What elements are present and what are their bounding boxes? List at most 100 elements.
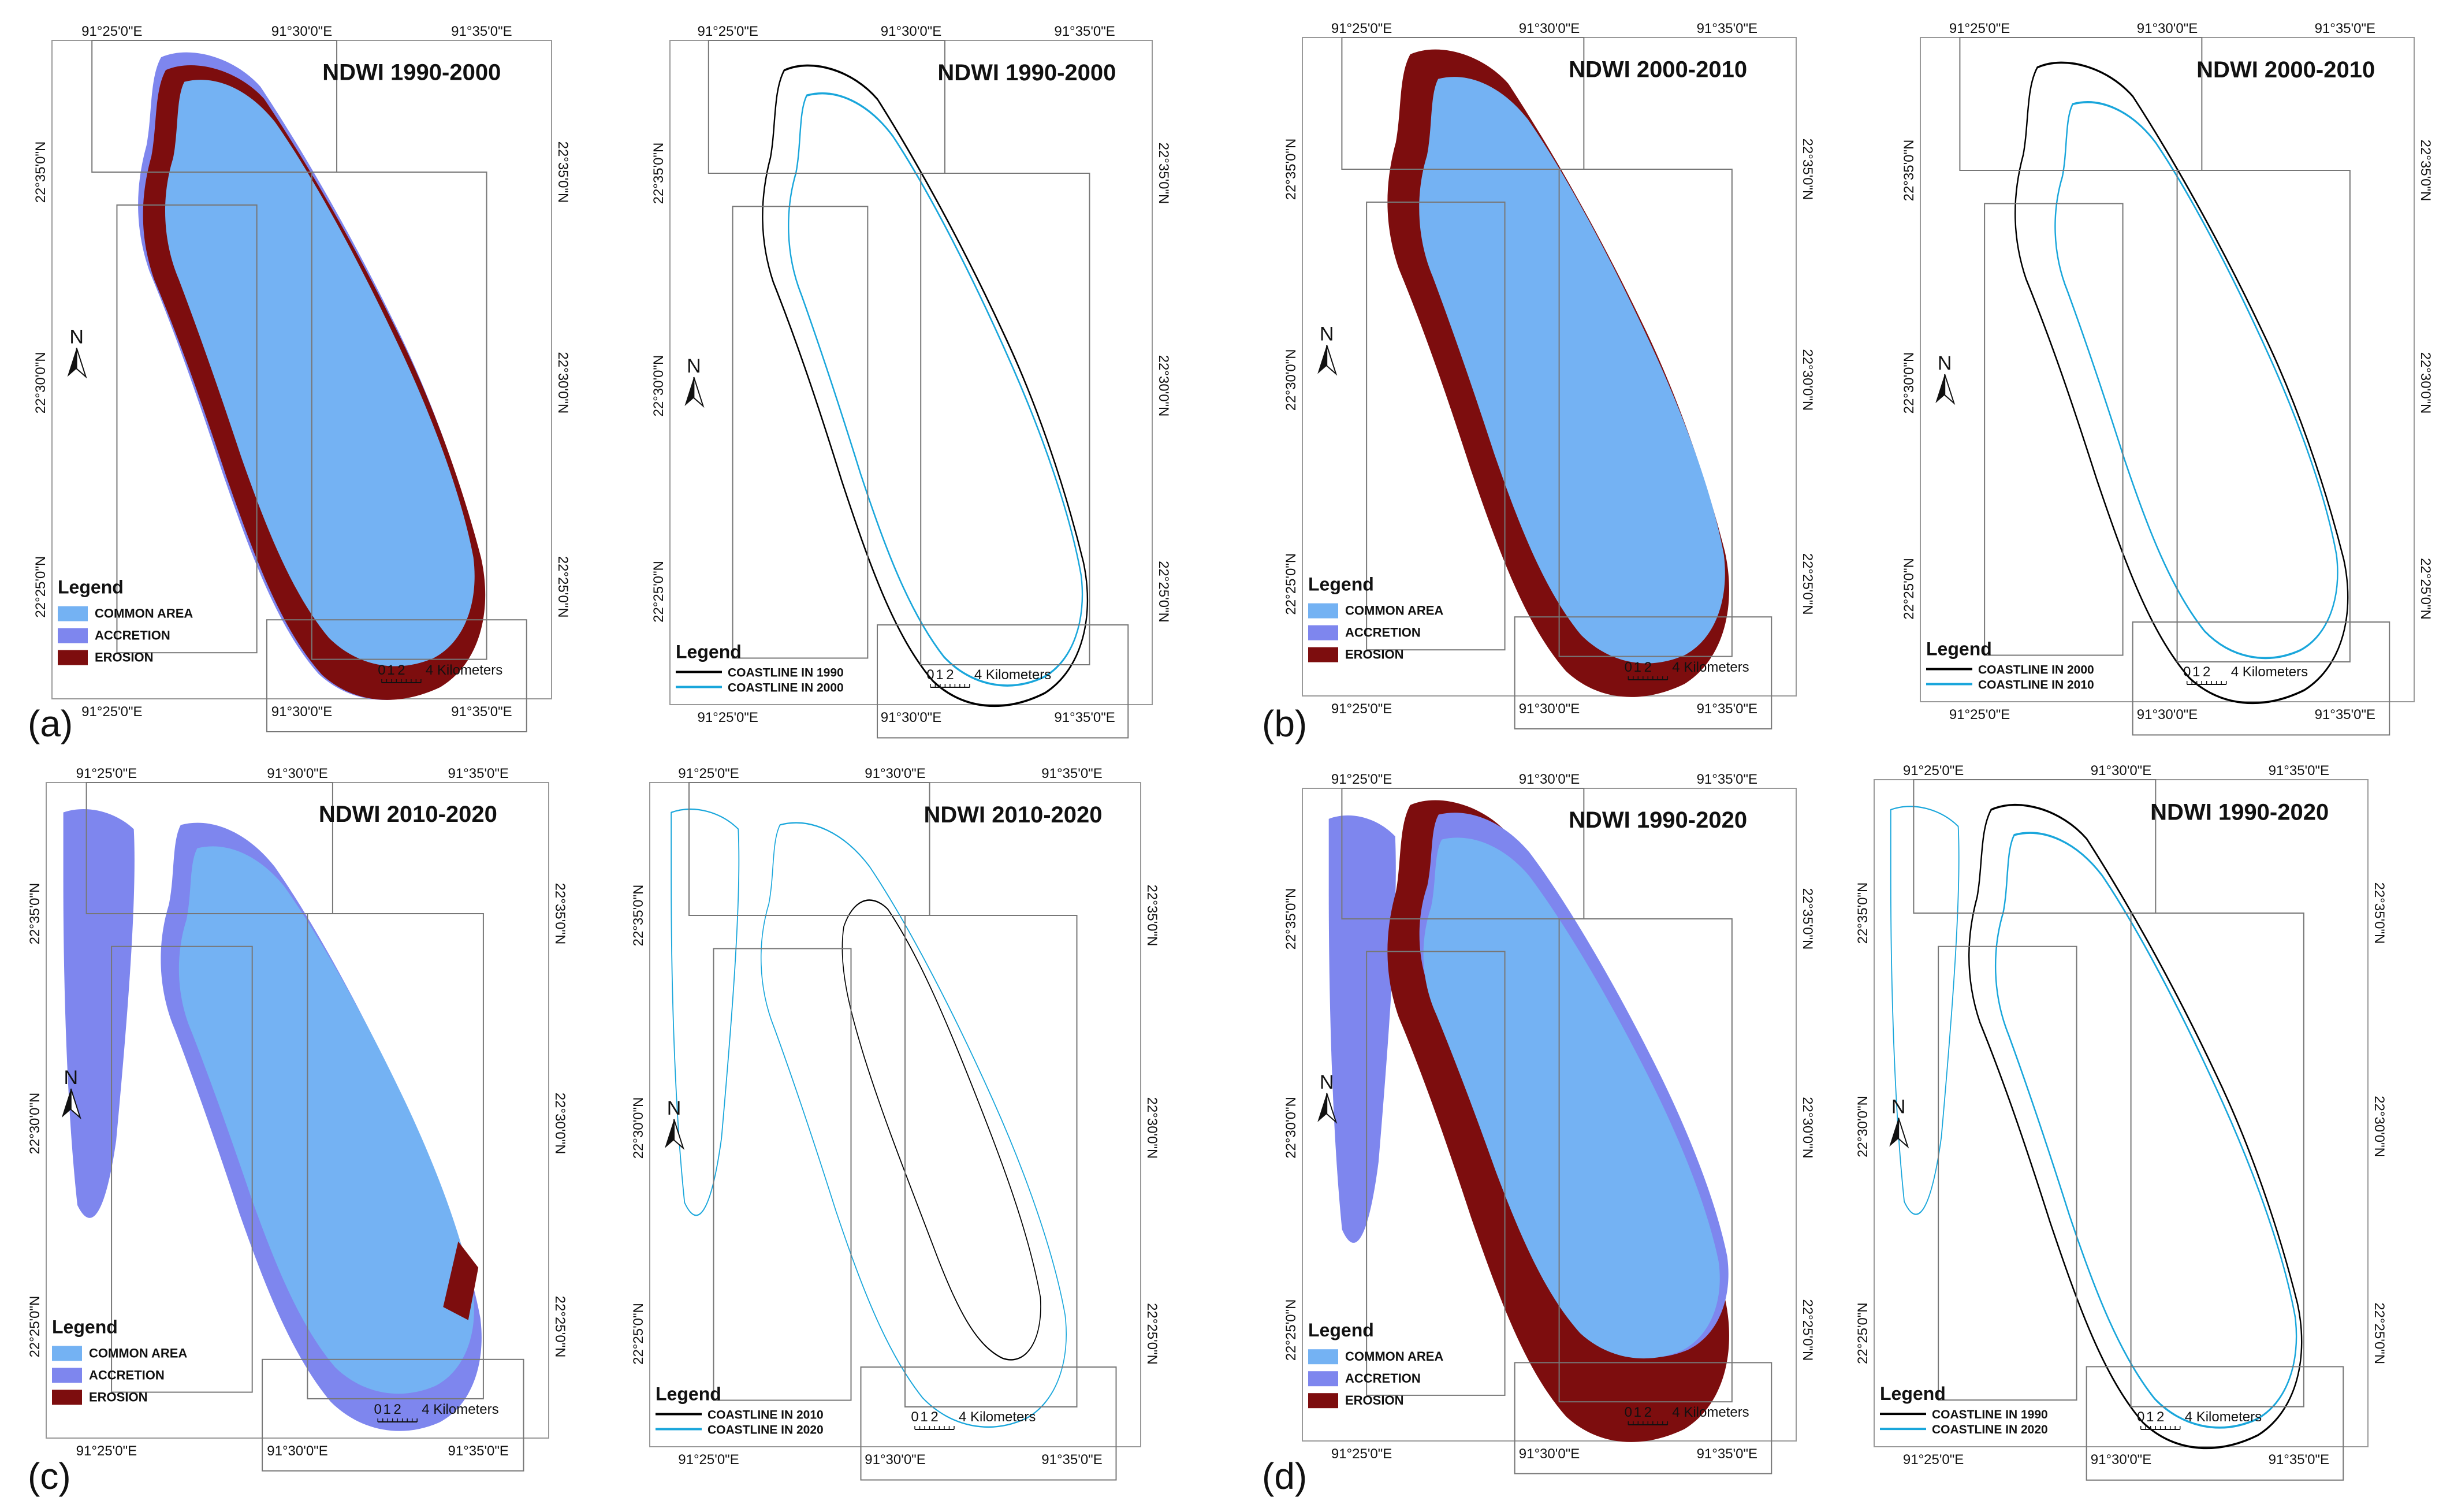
lat-tick-right: 22°35'0"N: [1144, 885, 1160, 947]
map-title: NDWI 1990-2000: [937, 60, 1116, 85]
legend-label: COASTLINE IN 2000: [728, 681, 844, 695]
lat-tick-left: 22°35'0"N: [1901, 140, 1917, 202]
lat-tick-right: 22°30'0"N: [1156, 355, 1171, 417]
inset-box: [1959, 37, 2203, 171]
inset-box: [920, 173, 1090, 665]
lon-tick-bottom: 91°25'0"E: [81, 704, 142, 720]
scale-label: 2: [2157, 1409, 2164, 1425]
legend-swatch: [1308, 1393, 1338, 1409]
erosion-area: [443, 1241, 479, 1320]
lon-tick-top: 91°25'0"E: [81, 24, 142, 39]
scale-label-km: 4 Kilometers: [1672, 660, 1749, 675]
scale-label: 0: [2137, 1409, 2144, 1425]
lat-tick-left: 22°30'0"N: [33, 352, 49, 414]
scale-label: 2: [930, 1409, 938, 1425]
lon-tick-bottom: 91°35'0"E: [1697, 1446, 1757, 1462]
north-arrow-icon: [76, 348, 87, 379]
inset-box: [1558, 918, 1733, 1403]
scale-label: 1: [383, 1402, 391, 1417]
legend-swatch: [1308, 647, 1338, 662]
legend-label: ACCRETION: [1345, 625, 1421, 640]
coastline-old: [762, 64, 1089, 707]
scale-label: 2: [394, 1402, 401, 1417]
north-arrow-icon: [61, 1089, 71, 1118]
north-arrow-icon: [1317, 1093, 1327, 1122]
lon-tick-top: 91°25'0"E: [1331, 772, 1392, 787]
north-letter: N: [1938, 352, 1952, 374]
lat-tick-right: 22°25'0"N: [555, 556, 571, 618]
north-arrow-icon: [684, 377, 694, 406]
lat-tick-left: 22°25'0"N: [651, 561, 666, 623]
inset-box: [2132, 621, 2390, 736]
scale-label: 0: [911, 1409, 918, 1425]
scale-label: 1: [2146, 1409, 2154, 1425]
lon-tick-bottom: 91°30'0"E: [865, 1452, 925, 1468]
area-map: 91°25'0"E 91°25'0"E 22°35'0"N 22°35'0"N 91°3…: [27, 766, 568, 1472]
lat-tick-left: 22°30'0"N: [1283, 349, 1299, 411]
legend-swatch: [52, 1346, 82, 1361]
inset-box: [307, 913, 484, 1399]
lat-tick-left: 22°30'0"N: [651, 355, 666, 417]
north-letter: N: [64, 1067, 79, 1089]
legend-swatch: [58, 628, 88, 643]
inset-box: [266, 619, 527, 732]
legend-title: Legend: [1308, 574, 1374, 595]
lon-tick-bottom: 91°35'0"E: [1697, 701, 1757, 717]
north-arrow-icon: [1935, 374, 1945, 403]
scale-label: 1: [920, 1409, 928, 1425]
map-title: NDWI 1990-2000: [322, 59, 501, 85]
legend-label: EROSION: [95, 650, 153, 665]
legend-label: COASTLINE IN 1990: [728, 666, 844, 680]
panel-label: (a): [28, 703, 73, 744]
accretion-area: [63, 809, 135, 1218]
lat-tick-left: 22°25'0"N: [1283, 553, 1299, 615]
north-arrow-icon: [1898, 1118, 1909, 1149]
scale-label: 0: [1625, 1405, 1632, 1420]
lon-tick-top: 91°25'0"E: [1949, 21, 2010, 36]
lon-tick-top: 91°30'0"E: [2137, 21, 2198, 36]
scale-label-km: 4 Kilometers: [974, 667, 1051, 683]
inset-box: [1558, 169, 1733, 657]
map-frame: [1874, 779, 2369, 1447]
lat-tick-right: 22°35'0"N: [555, 141, 571, 203]
coastline-old: [2014, 61, 2349, 705]
lat-tick-left: 22°25'0"N: [1855, 1302, 1871, 1364]
inset-box: [1913, 779, 2157, 914]
lat-tick-right: 22°25'0"N: [1800, 1299, 1815, 1361]
lat-tick-left: 22°35'0"N: [631, 885, 646, 947]
legend-swatch: [52, 1368, 82, 1383]
legend-swatch: [52, 1390, 82, 1405]
lat-tick-right: 22°30'0"N: [1800, 349, 1815, 411]
inset-box: [688, 782, 930, 916]
lat-tick-right: 22°25'0"N: [1156, 561, 1171, 623]
legend-title: Legend: [676, 642, 742, 662]
scale-label-km: 4 Kilometers: [959, 1409, 1036, 1425]
lat-tick-right: 22°25'0"N: [2371, 1302, 2387, 1364]
lat-tick-right: 22°25'0"N: [1800, 553, 1815, 615]
inset-box: [1366, 951, 1506, 1396]
north-arrow-icon: [67, 348, 77, 377]
lon-tick-bottom: 91°25'0"E: [1949, 707, 2010, 723]
inset-box: [85, 782, 333, 914]
scale-label: 2: [397, 662, 405, 678]
lat-tick-right: 22°35'0"N: [1156, 143, 1171, 204]
accretion-area: [1328, 815, 1396, 1243]
legend-title: Legend: [1880, 1383, 1946, 1404]
north-arrow-icon: [673, 1119, 685, 1150]
map-title: NDWI 1990-2020: [1569, 807, 1747, 833]
lat-tick-left: 22°25'0"N: [1283, 1299, 1299, 1361]
lon-tick-bottom: 91°30'0"E: [881, 710, 941, 725]
lon-tick-top: 91°35'0"E: [2269, 763, 2329, 779]
legend-label: COASTLINE IN 2020: [707, 1424, 824, 1437]
legend-label: ACCRETION: [89, 1368, 165, 1382]
north-arrow-icon: [1944, 374, 1956, 405]
scale-label: 1: [1634, 1405, 1641, 1420]
scale-label: 2: [1644, 1405, 1652, 1420]
lat-tick-left: 22°35'0"N: [27, 883, 43, 945]
inset-box: [1514, 1362, 1772, 1474]
north-arrow-icon: [665, 1119, 674, 1148]
lon-tick-top: 91°35'0"E: [1697, 21, 1757, 36]
scale-label: 2: [1644, 660, 1652, 675]
lon-tick-top: 91°30'0"E: [267, 766, 327, 781]
line-map: 91°25'0"E 91°25'0"E 22°35'0"N 22°35'0"N 91°3…: [1901, 21, 2433, 736]
